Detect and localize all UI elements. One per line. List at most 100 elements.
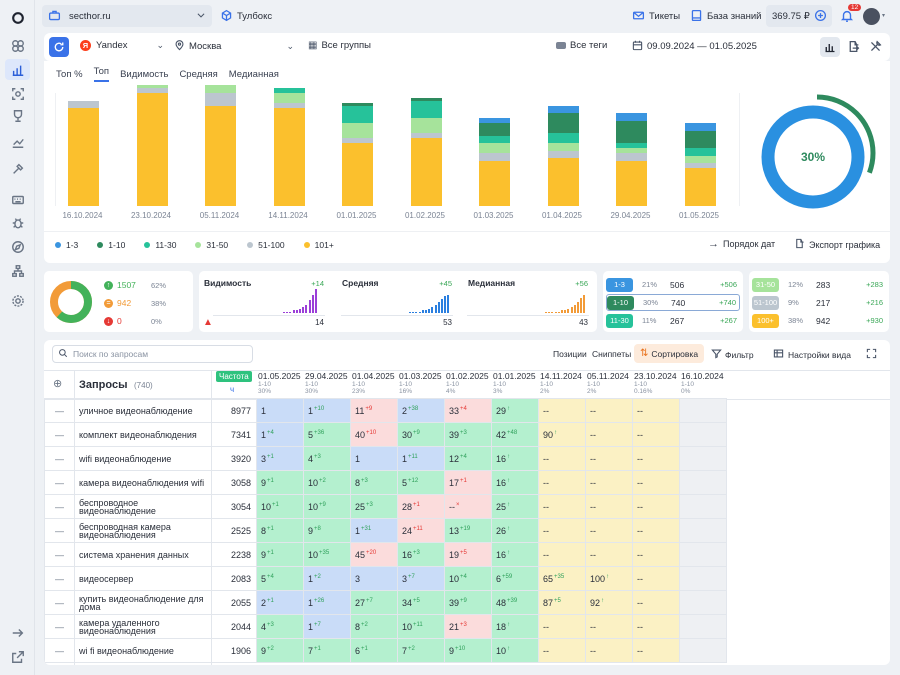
bar-segment-31-50[interactable]: [410, 118, 442, 134]
groups-select[interactable]: ▦ Все группы: [308, 40, 371, 51]
bar-segment-1-3[interactable]: [684, 123, 716, 131]
position-cell[interactable]: 26↑: [491, 518, 539, 543]
bug-icon[interactable]: [9, 214, 26, 231]
bar-segment-1-10[interactable]: [342, 103, 373, 106]
add-funds-plus-icon[interactable]: [814, 9, 827, 24]
positions-chart-icon[interactable]: [5, 59, 30, 80]
date-column-header[interactable]: 05.11.2024 1-10 2%: [585, 371, 632, 395]
bar-segment-11-30[interactable]: [342, 105, 373, 124]
search-engine-select[interactable]: Я Yandex ⌄: [80, 40, 164, 51]
date-column-header[interactable]: 01.02.2025 1-10 4%: [444, 371, 491, 395]
date-column-header[interactable]: 01.04.2025 1-10 23%: [350, 371, 397, 395]
position-cell[interactable]: --: [538, 398, 586, 423]
logout-arrow-icon[interactable]: [9, 624, 26, 641]
position-cell[interactable]: 12+4: [444, 446, 492, 471]
export-chart-button[interactable]: Экспорт графика: [794, 238, 880, 251]
position-cell[interactable]: 24+11: [397, 518, 445, 543]
position-cell[interactable]: --: [538, 542, 586, 567]
position-cell[interactable]: 1+31: [350, 518, 398, 543]
bar-segment-51-100[interactable]: [547, 150, 579, 159]
table-row[interactable]: — система хранения данных 2238 9+1 10+35 45…: [44, 542, 727, 567]
trophy-icon[interactable]: [9, 107, 26, 124]
date-column-header[interactable]: 29.04.2025 1-10 30%: [303, 371, 350, 395]
refresh-button[interactable]: [49, 37, 69, 57]
bar-segment-11-30[interactable]: [273, 87, 305, 93]
tier-row[interactable]: 51-100 9% 217 +216: [752, 294, 886, 311]
notifications-bell-icon[interactable]: 12: [840, 4, 862, 25]
position-cell[interactable]: [679, 518, 727, 543]
position-cell[interactable]: 92↑: [585, 590, 633, 615]
target-crosshair-icon[interactable]: ⊕: [53, 378, 63, 390]
bar-segment-51-100[interactable]: [205, 93, 236, 106]
position-cell[interactable]: 8+2: [350, 614, 398, 639]
balance-chip[interactable]: 369.75 ₽: [766, 5, 832, 27]
position-cell[interactable]: 1+11: [397, 446, 445, 471]
position-cell[interactable]: 1+4: [256, 422, 304, 447]
table-row[interactable]: — камера удаленного видеонаблюдения 2044…: [44, 614, 727, 639]
tier-row[interactable]: 1-10 30% 740 +740: [606, 294, 740, 311]
query-text[interactable]: комплект видеонаблюдения: [74, 422, 212, 447]
position-cell[interactable]: 25↑: [491, 494, 539, 519]
position-cell[interactable]: --: [585, 614, 633, 639]
position-cell[interactable]: 30+9: [397, 422, 445, 447]
position-cell[interactable]: 10+1: [256, 494, 304, 519]
settings-gear-icon[interactable]: [9, 292, 26, 309]
position-cell[interactable]: 10+9: [303, 494, 351, 519]
position-cell[interactable]: 6+1: [350, 638, 398, 663]
position-cell[interactable]: 3+7: [397, 566, 445, 591]
position-cell[interactable]: 39+9: [444, 590, 492, 615]
table-row[interactable]: — wifi видеонаблюдение 3920 3+1 4+3 1 1+11 12…: [44, 446, 727, 471]
position-cell[interactable]: 17+1: [444, 470, 492, 495]
position-cell[interactable]: 4+3: [303, 446, 351, 471]
bar-segment-51-100[interactable]: [684, 163, 716, 169]
tools-icon[interactable]: [9, 160, 26, 177]
dashboard-icon[interactable]: [9, 37, 26, 54]
row-toggle[interactable]: —: [44, 446, 75, 471]
tools-wrench-icon[interactable]: [869, 40, 882, 55]
legend-item[interactable]: 1-10: [97, 240, 125, 250]
position-cell[interactable]: --: [538, 614, 586, 639]
query-text[interactable]: wifi видеонаблюдение: [74, 446, 212, 471]
bar-segment-101+[interactable]: [205, 105, 236, 206]
date-column-header[interactable]: 01.01.2025 1-10 3%: [491, 371, 538, 395]
position-cell[interactable]: --: [585, 470, 633, 495]
position-cell[interactable]: --: [585, 422, 633, 447]
position-cell[interactable]: 5+12: [397, 470, 445, 495]
bar-segment-11-30[interactable]: [616, 143, 647, 149]
position-cell[interactable]: 87+5: [538, 590, 586, 615]
region-select[interactable]: Москва ⌄: [174, 40, 294, 53]
date-order-button[interactable]: → Порядок дат: [708, 238, 775, 250]
query-search-input[interactable]: Поиск по запросам: [52, 345, 253, 363]
position-cell[interactable]: 100↑: [585, 566, 633, 591]
analytics-icon[interactable]: [9, 133, 26, 150]
position-cell[interactable]: [679, 590, 727, 615]
query-text[interactable]: wi fi видеонаблюдение: [74, 638, 212, 663]
legend-item[interactable]: 31-50: [195, 240, 228, 250]
position-cell[interactable]: 2+38: [397, 398, 445, 423]
bar-segment-31-50[interactable]: [684, 155, 716, 164]
position-cell[interactable]: 25+3: [350, 494, 398, 519]
position-cell[interactable]: --: [632, 638, 680, 663]
bar-segment-51-100[interactable]: [136, 87, 168, 93]
position-cell[interactable]: --: [585, 494, 633, 519]
bar-segment-51-100[interactable]: [410, 133, 442, 139]
position-cell[interactable]: --: [538, 638, 586, 663]
position-cell[interactable]: --: [632, 494, 680, 519]
position-cell[interactable]: --: [632, 398, 680, 423]
position-cell[interactable]: 7+1: [303, 638, 351, 663]
position-cell[interactable]: 10+35: [303, 542, 351, 567]
position-cell[interactable]: 65+35: [538, 566, 586, 591]
bar-segment-51-100[interactable]: [616, 153, 647, 161]
legend-item[interactable]: 1-3: [55, 240, 78, 250]
position-cell[interactable]: --: [632, 470, 680, 495]
query-text[interactable]: купить видеонаблюдение для дома: [74, 590, 212, 615]
tab-top-percent[interactable]: Топ %: [56, 68, 83, 80]
position-cell[interactable]: 1+7: [303, 614, 351, 639]
date-range-picker[interactable]: 09.09.2024 — 01.05.2025: [632, 40, 757, 53]
position-cell[interactable]: 10+4: [444, 566, 492, 591]
row-toggle[interactable]: —: [44, 398, 75, 423]
position-cell[interactable]: [679, 422, 727, 447]
table-row[interactable]: — уличное видеонаблюдение 8977 1 1+10 11+9 2…: [44, 398, 727, 423]
position-cell[interactable]: 9+10: [444, 638, 492, 663]
position-cell[interactable]: 8+1: [256, 518, 304, 543]
